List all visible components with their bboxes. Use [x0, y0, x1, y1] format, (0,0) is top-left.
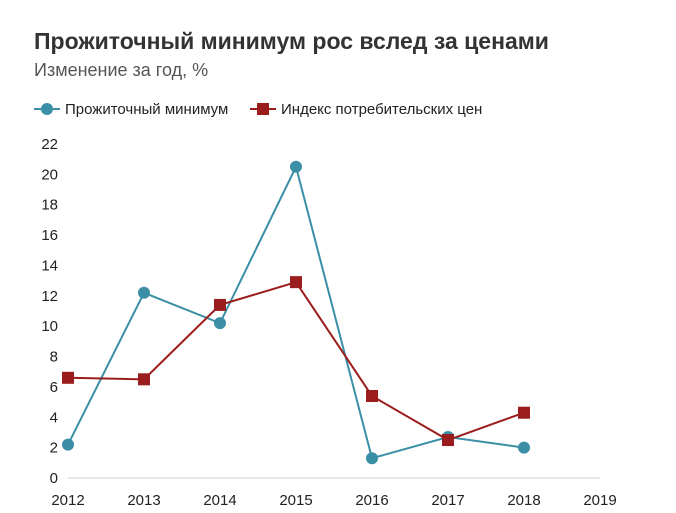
data-point-circle — [366, 452, 378, 465]
y-tick-label: 8 — [50, 349, 58, 366]
y-tick-label: 0 — [50, 470, 58, 487]
y-tick-label: 4 — [50, 409, 58, 426]
y-tick-label: 22 — [41, 136, 58, 153]
data-point-square — [366, 390, 378, 403]
chart-title: Прожиточный минимум рос вслед за ценами — [34, 28, 549, 54]
y-tick-label: 2 — [50, 440, 58, 457]
y-tick-label: 14 — [41, 257, 58, 274]
y-tick-label: 12 — [41, 288, 58, 305]
x-tick-label: 2016 — [355, 492, 388, 509]
legend-label: Индекс потребительских цен — [281, 101, 482, 118]
data-point-circle — [214, 317, 226, 330]
data-point-square — [518, 406, 530, 419]
data-point-circle — [138, 286, 150, 299]
data-point-circle — [518, 441, 530, 454]
series-group — [62, 160, 530, 465]
y-tick-label: 18 — [41, 197, 58, 214]
x-tick-label: 2012 — [51, 492, 84, 509]
legend-marker-square — [257, 103, 269, 115]
x-tick-label: 2013 — [127, 492, 160, 509]
chart-subtitle: Изменение за год, % — [34, 60, 209, 80]
data-point-square — [214, 298, 226, 311]
axes: 0 2 4 6 8 10 12 14 16 18 20 22 2012 2013 2014 2015 2016 2… — [41, 136, 616, 509]
y-tick-label: 20 — [41, 166, 58, 183]
x-tick-label: 2015 — [279, 492, 312, 509]
y-tick-label: 16 — [41, 227, 58, 244]
series-line-0 — [67, 163, 525, 460]
legend-label: Прожиточный минимум — [65, 101, 228, 118]
data-point-square — [62, 371, 74, 384]
data-point-circle — [290, 160, 302, 173]
x-tick-label: 2018 — [507, 492, 540, 509]
data-point-square — [138, 373, 150, 386]
y-tick-label: 10 — [41, 318, 58, 335]
legend-marker-circle — [41, 103, 53, 115]
data-point-square — [442, 434, 454, 447]
legend: Прожиточный минимум Индекс потребительски… — [34, 101, 482, 118]
x-tick-label: 2017 — [431, 492, 464, 509]
y-tick-label: 6 — [50, 379, 58, 396]
x-tick-label: 2014 — [203, 492, 236, 509]
x-tick-label: 2019 — [583, 492, 616, 509]
data-point-square — [290, 276, 302, 289]
data-point-circle — [62, 438, 74, 451]
